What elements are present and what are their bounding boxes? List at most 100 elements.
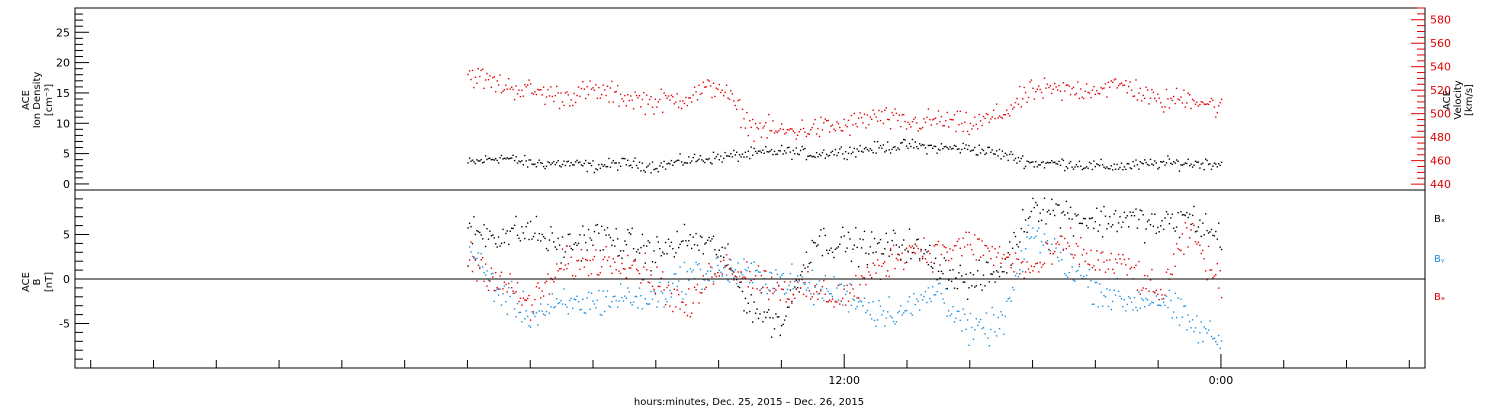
- b-point-2: [1178, 249, 1181, 251]
- velocity-point: [564, 92, 567, 94]
- b-point-0: [863, 230, 866, 232]
- b-point-1: [1004, 315, 1006, 318]
- b-point-1: [730, 259, 732, 261]
- svg-text:Ion Density: Ion Density: [32, 72, 43, 129]
- b-point-2: [1023, 277, 1025, 279]
- b-point-1: [685, 293, 687, 295]
- b-point-0: [1196, 230, 1198, 232]
- b-point-1: [1190, 327, 1192, 329]
- b-point-0: [991, 273, 993, 275]
- b-point-1: [1206, 332, 1208, 334]
- b-point-1: [683, 261, 686, 264]
- b-point-2: [802, 293, 805, 296]
- velocity-point: [769, 129, 771, 132]
- b-point-0: [551, 232, 553, 234]
- b-point-1: [831, 295, 834, 298]
- b-point-0: [1178, 236, 1181, 239]
- b-point-0: [917, 238, 919, 240]
- b-point-1: [1164, 304, 1166, 307]
- velocity-point: [1197, 105, 1200, 107]
- b-point-2: [500, 271, 503, 273]
- b-point-0: [1207, 232, 1210, 234]
- density-point: [978, 144, 980, 146]
- b-point-0: [821, 254, 824, 257]
- b-point-1: [480, 253, 482, 255]
- velocity-y-tick-label: 500: [1430, 108, 1451, 121]
- velocity-point: [471, 69, 474, 72]
- density-point: [772, 153, 774, 156]
- b-point-2: [1093, 265, 1095, 267]
- velocity-point: [518, 89, 520, 91]
- density-point: [1130, 167, 1133, 170]
- b-point-0: [869, 246, 871, 248]
- b-point-1: [695, 261, 697, 264]
- b-point-1: [490, 273, 493, 275]
- b-point-0: [1213, 235, 1216, 237]
- density-point: [1110, 165, 1112, 167]
- b-point-1: [859, 299, 861, 302]
- b-point-0: [676, 230, 678, 233]
- density-point: [949, 146, 951, 148]
- velocity-point: [1123, 84, 1126, 86]
- velocity-point: [975, 123, 977, 126]
- b-point-1: [1096, 281, 1098, 284]
- b-point-2: [577, 259, 580, 262]
- b-point-2: [849, 292, 851, 294]
- density-point: [965, 144, 967, 146]
- b-point-1: [1155, 295, 1157, 297]
- b-point-1: [830, 293, 832, 295]
- density-point: [622, 157, 625, 160]
- velocity-point: [1130, 89, 1133, 91]
- b-point-1: [497, 294, 500, 296]
- b-point-2: [837, 284, 840, 287]
- b-point-1: [611, 300, 613, 303]
- b-point-0: [617, 238, 619, 240]
- b-point-2: [1003, 253, 1005, 256]
- density-point: [888, 149, 890, 151]
- x-tick-label-12: 12:00: [828, 374, 860, 387]
- velocity-point: [560, 92, 562, 94]
- b-point-2: [904, 262, 906, 264]
- b-point-0: [711, 238, 713, 240]
- b-point-2: [969, 244, 972, 246]
- density-point: [1062, 159, 1065, 162]
- b-point-2: [1152, 290, 1155, 293]
- density-point: [1074, 166, 1076, 168]
- velocity-point: [1022, 98, 1024, 100]
- velocity-point: [1072, 86, 1075, 88]
- density-point: [889, 152, 892, 154]
- b-point-1: [866, 309, 869, 312]
- velocity-point: [1181, 102, 1184, 104]
- velocity-point: [762, 127, 764, 129]
- density-point: [804, 147, 806, 150]
- b-point-0: [1209, 231, 1211, 233]
- velocity-point: [1027, 96, 1030, 99]
- b-point-0: [558, 244, 561, 246]
- velocity-point: [948, 126, 950, 128]
- b-point-2: [586, 259, 588, 262]
- b-point-1: [998, 327, 1001, 330]
- b-y-tick-label: -5: [59, 318, 70, 331]
- b-point-0: [842, 226, 844, 228]
- velocity-point: [888, 119, 890, 121]
- b-point-2: [783, 281, 786, 283]
- b-point-2: [987, 247, 989, 249]
- velocity-point: [1100, 87, 1102, 89]
- density-point: [1048, 162, 1050, 164]
- b-point-0: [939, 277, 941, 279]
- density-point: [511, 157, 513, 159]
- density-point: [1146, 163, 1149, 166]
- b-point-1: [672, 282, 674, 285]
- b-point-1: [1014, 275, 1017, 277]
- velocity-point: [743, 118, 745, 120]
- density-point: [531, 163, 533, 165]
- b-point-1: [1122, 306, 1124, 308]
- velocity-point: [837, 122, 840, 125]
- b-point-1: [646, 303, 648, 305]
- b-point-1: [1135, 306, 1137, 309]
- density-point: [1032, 161, 1034, 163]
- b-point-0: [631, 227, 633, 229]
- b-point-1: [1058, 260, 1060, 262]
- density-point: [1052, 161, 1054, 164]
- density-point: [855, 156, 857, 158]
